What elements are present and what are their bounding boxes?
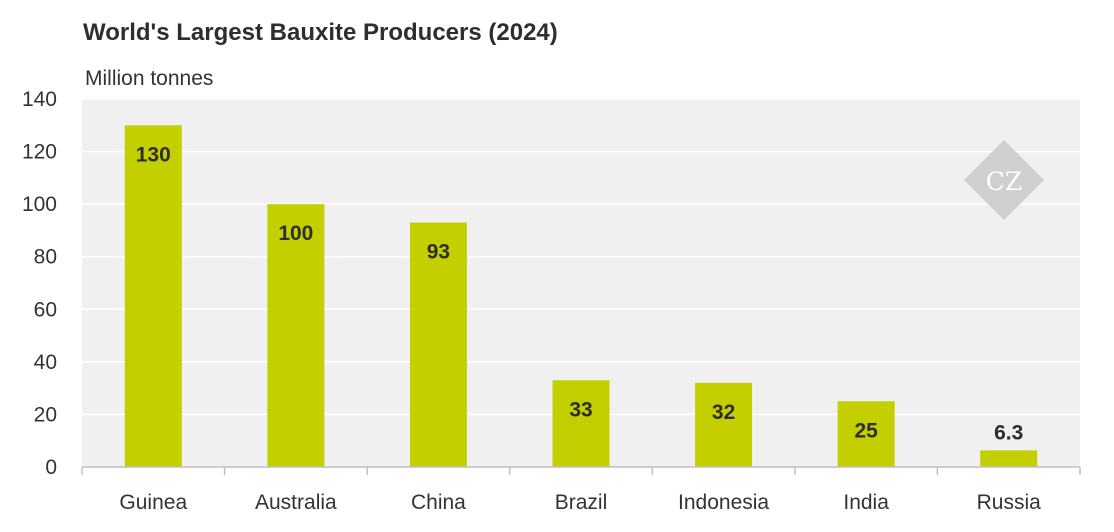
y-tick-label: 120: [22, 141, 57, 164]
bar-australia: [267, 204, 325, 467]
y-axis-ticks: 0 20 40 60 80 100 120 140: [22, 88, 57, 479]
data-label: 130: [136, 143, 171, 166]
x-tick-label: India: [843, 491, 889, 514]
x-tick-label: Australia: [255, 491, 337, 514]
x-axis-labels: Guinea Australia China Brazil Indonesia India…: [119, 491, 1041, 514]
bar-brazil: [552, 380, 610, 467]
data-label: 33: [569, 398, 592, 421]
x-tick-label: Brazil: [555, 491, 608, 514]
bar-guinea: [124, 125, 182, 468]
chart-title: World's Largest Bauxite Producers (2024): [83, 19, 558, 46]
y-tick-label: 140: [22, 88, 57, 111]
bar-india: [837, 401, 895, 467]
y-axis-unit-label: Million tonnes: [85, 67, 213, 90]
bar-series: [124, 125, 1038, 468]
bar-china: [409, 222, 467, 467]
y-tick-label: 40: [34, 351, 57, 374]
x-axis: [81, 466, 1081, 475]
data-label: 93: [427, 241, 450, 264]
y-tick-label: 60: [34, 298, 57, 321]
bar-russia: [980, 450, 1038, 467]
y-tick-label: 0: [45, 456, 57, 479]
y-tick-label: 80: [34, 246, 57, 269]
data-label: 32: [712, 401, 735, 424]
watermark-logo: CZ: [964, 140, 1044, 220]
data-labels: 130 100 93 33 32 25 6.3: [136, 143, 1024, 444]
bar-indonesia: [695, 382, 753, 467]
data-label: 25: [854, 419, 878, 442]
grid-lines: [82, 98, 1080, 416]
watermark-logo-text: CZ: [986, 167, 1023, 196]
y-tick-label: 100: [22, 193, 57, 216]
x-tick-label: Indonesia: [678, 491, 769, 514]
x-tick-label: Guinea: [119, 491, 187, 514]
x-tick-label: China: [411, 491, 466, 514]
y-tick-label: 20: [34, 403, 57, 426]
x-tick-label: Russia: [977, 491, 1042, 514]
data-label: 6.3: [994, 421, 1023, 444]
data-label: 100: [278, 222, 313, 245]
